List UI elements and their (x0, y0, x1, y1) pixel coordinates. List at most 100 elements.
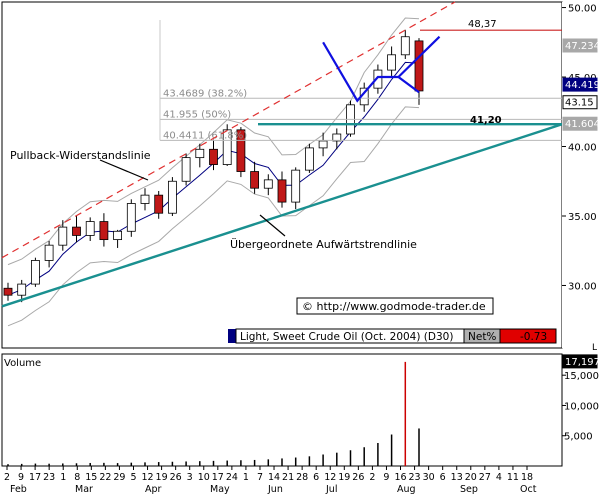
legend-swatch (228, 329, 236, 343)
candle-body (44, 244, 54, 261)
x-day-label: 2 (369, 472, 375, 483)
volume-last-tag-box (562, 354, 598, 369)
y-tick-label: 30.00 (568, 281, 597, 292)
price-tag-label: 47.234 (565, 41, 599, 52)
candle-body (3, 287, 13, 296)
x-day-label: 5 (130, 472, 136, 483)
x-day-label: 10 (198, 472, 210, 483)
x-day-label: 12 (141, 472, 153, 483)
x-day-label: 12 (324, 472, 336, 483)
candle-body (304, 147, 314, 171)
candle-body (236, 129, 246, 172)
x-day-label: 17 (29, 472, 41, 483)
x-month-label: Sep (460, 484, 478, 494)
instrument-label: Light, Sweet Crude Oil (Oct. 2004) (D30) (240, 331, 453, 343)
candle-body (58, 226, 68, 246)
price-tag-label: 43.15 (565, 98, 594, 109)
volume-frame (1, 353, 563, 467)
x-month-label: Feb (10, 484, 27, 494)
watermark-text: © http://www.godmode-trader.de (302, 300, 486, 313)
x-day-label: 23 (43, 472, 55, 483)
volume-tick-label: 5,000 (564, 432, 593, 443)
x-day-label: 1 (243, 472, 249, 483)
x-month-label: Jul (325, 484, 337, 494)
volume-tick-label: 10,000 (564, 401, 599, 412)
volume-tick-label: 15,000 (564, 371, 599, 382)
x-day-label: 18 (521, 472, 533, 483)
x-day-label: 9 (383, 472, 389, 483)
candle-body (167, 180, 177, 214)
uptrend-callout-line (259, 214, 286, 237)
candle-body (72, 226, 81, 236)
x-month-label: May (210, 484, 230, 494)
volume-last-tag: 17,197 (565, 357, 599, 368)
x-day-label: 1 (60, 472, 66, 483)
candle-body (277, 179, 287, 203)
x-day-label: 8 (74, 472, 80, 483)
x-day-label: 19 (338, 472, 350, 483)
x-day-label: 11 (507, 472, 519, 483)
candle-body (263, 179, 273, 189)
net-value: -0.73 (520, 331, 547, 343)
x-day-label: 2 (4, 472, 10, 483)
watermark-box (296, 297, 494, 315)
price-tag-box (562, 77, 598, 92)
candle-body (318, 140, 328, 149)
uptrend-line (1, 123, 563, 308)
x-day-label: 26 (352, 472, 364, 483)
axis-end-label: L (592, 343, 597, 353)
support-label: 41,20 (470, 115, 502, 126)
x-day-label: 24 (226, 472, 238, 483)
projection-path (322, 41, 420, 103)
x-day-label: 14 (268, 472, 280, 483)
y-tick-label: 40.00 (568, 143, 597, 154)
x-day-label: 6 (440, 472, 446, 483)
pullback-resistance-line (1, 1, 456, 259)
x-day-label: 22 (99, 472, 111, 483)
axes-layer: 50.0045.0040.0035.0030.00L47.23444.41943… (4, 2, 599, 495)
candle-body (126, 203, 136, 232)
candle-body (154, 194, 164, 214)
pullback-callout-line (99, 159, 149, 181)
price-tag-box (562, 95, 598, 110)
candle-body (400, 36, 410, 56)
candle-body (250, 171, 260, 189)
net-label: Net% (468, 331, 496, 343)
price-tag-label: 41.604 (565, 119, 599, 130)
price-tag-label: 44.419 (565, 80, 599, 91)
x-day-label: 9 (18, 472, 24, 483)
candle-body (414, 40, 424, 92)
candle-body (181, 157, 191, 182)
x-month-label: Oct (520, 484, 537, 494)
price-axis-bg (562, 2, 598, 348)
x-day-label: 20 (465, 472, 477, 483)
x-month-label: Apr (145, 484, 162, 494)
candle-body (291, 169, 301, 203)
candle-body (30, 260, 40, 285)
x-day-label: 23 (409, 472, 421, 483)
fib-level-label: 43.4689 (38.2%) (163, 88, 247, 99)
candle-body (195, 148, 205, 159)
x-month-label: Mar (75, 484, 93, 494)
candle-body (99, 221, 109, 241)
x-day-label: 6 (313, 472, 319, 483)
net-value-box (499, 328, 557, 344)
candle-body (17, 283, 27, 296)
projection-branch (397, 35, 441, 78)
price-panel (1, 1, 563, 349)
candle-body (373, 69, 383, 89)
resistance-label: 48,37 (468, 19, 497, 30)
x-day-label: 27 (479, 472, 491, 483)
x-day-label: 21 (282, 472, 294, 483)
x-day-label: 29 (113, 472, 125, 483)
volume-label: Volume (4, 358, 41, 369)
x-day-label: 7 (257, 472, 263, 483)
x-day-label: 26 (170, 472, 182, 483)
x-day-label: 16 (394, 472, 406, 483)
fib-level-label: 40.4411 (61.8%) (163, 130, 247, 141)
candle-body (140, 194, 150, 204)
candle-body (222, 129, 232, 165)
volume-panel: Volume (1, 353, 563, 467)
